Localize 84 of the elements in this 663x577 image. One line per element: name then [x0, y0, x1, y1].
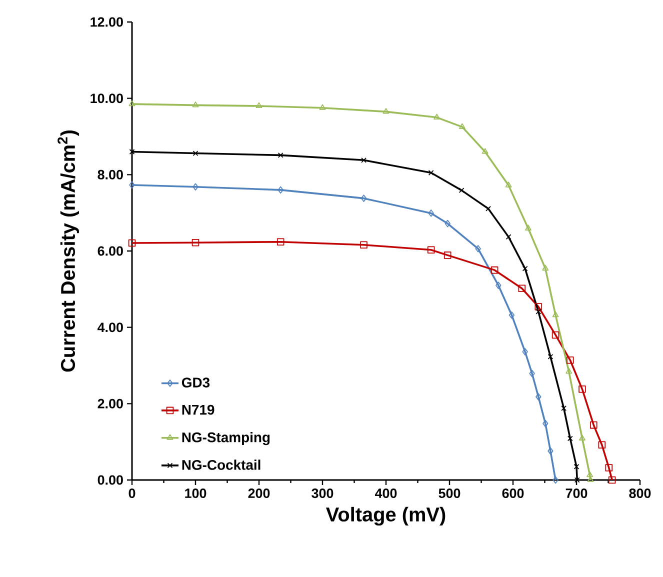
y-tick-label: 0.00 [98, 475, 123, 485]
point [590, 421, 598, 429]
legend-label: NG-Stamping [182, 432, 270, 446]
point [586, 471, 594, 478]
x-tick-label: 800 [629, 488, 651, 498]
y-tick-label: 2.00 [98, 398, 123, 408]
point [475, 245, 481, 252]
point [574, 464, 580, 470]
point [192, 102, 199, 108]
point [578, 434, 586, 440]
y-tick-label: 8.00 [98, 170, 123, 180]
y-tick-label: 10.00 [90, 94, 123, 104]
x-tick-label: 0 [128, 488, 136, 498]
point [598, 441, 606, 449]
point [561, 406, 567, 411]
y-tick-label: 12.00 [90, 17, 123, 27]
point [536, 308, 542, 314]
point [505, 182, 512, 188]
y-tick-label: 6.00 [98, 246, 123, 256]
point [522, 266, 528, 272]
point [508, 311, 515, 319]
legend-label: N719 [182, 404, 214, 415]
point [542, 264, 549, 271]
point [382, 108, 390, 114]
point [128, 239, 136, 247]
point [278, 186, 284, 194]
y-axis-title: Current Density (mA/cm$^{2}$) [58, 130, 79, 372]
point [534, 303, 542, 310]
point [192, 183, 198, 191]
point [444, 220, 450, 228]
point [552, 476, 558, 484]
point [552, 331, 560, 339]
point [360, 194, 367, 202]
point [525, 224, 532, 231]
point [128, 100, 136, 106]
x-tick-label: 500 [438, 488, 460, 498]
point [566, 356, 574, 364]
x-axis-title: Voltage (mV) [326, 506, 446, 526]
point [276, 238, 284, 246]
legend-label: NG-Cocktail [182, 460, 260, 470]
point [578, 386, 586, 393]
point [482, 148, 488, 154]
point [129, 149, 135, 154]
point [458, 188, 464, 194]
x-tick-label: 300 [312, 488, 334, 498]
point [608, 476, 616, 484]
point [566, 368, 572, 374]
point [536, 393, 542, 400]
point [567, 436, 573, 442]
point [428, 170, 434, 176]
x-tick-label: 100 [185, 488, 206, 498]
point [444, 252, 452, 259]
point [506, 234, 512, 240]
point [256, 102, 262, 108]
point [278, 152, 284, 158]
point [496, 282, 502, 289]
point [548, 354, 554, 360]
point [129, 181, 135, 189]
legend-label: GD3 [182, 378, 210, 388]
x-tick-label: 200 [248, 488, 270, 498]
point [552, 311, 559, 318]
point [192, 238, 200, 246]
point [360, 241, 368, 249]
point [574, 477, 580, 483]
point [548, 447, 554, 455]
point [529, 370, 535, 378]
point [428, 210, 434, 217]
point [518, 284, 526, 292]
point [490, 266, 498, 274]
point [319, 104, 326, 110]
point [434, 114, 440, 120]
point [361, 157, 366, 163]
x-tick-label: 600 [502, 488, 524, 498]
point [605, 464, 613, 472]
x-tick-label: 700 [566, 488, 588, 498]
point [427, 246, 435, 254]
point [458, 123, 466, 130]
point [486, 206, 491, 212]
x-tick-label: 400 [374, 488, 397, 498]
point [192, 150, 198, 156]
point [587, 476, 594, 482]
point [522, 348, 528, 356]
point [542, 420, 548, 428]
y-tick-label: 4.00 [98, 322, 123, 332]
